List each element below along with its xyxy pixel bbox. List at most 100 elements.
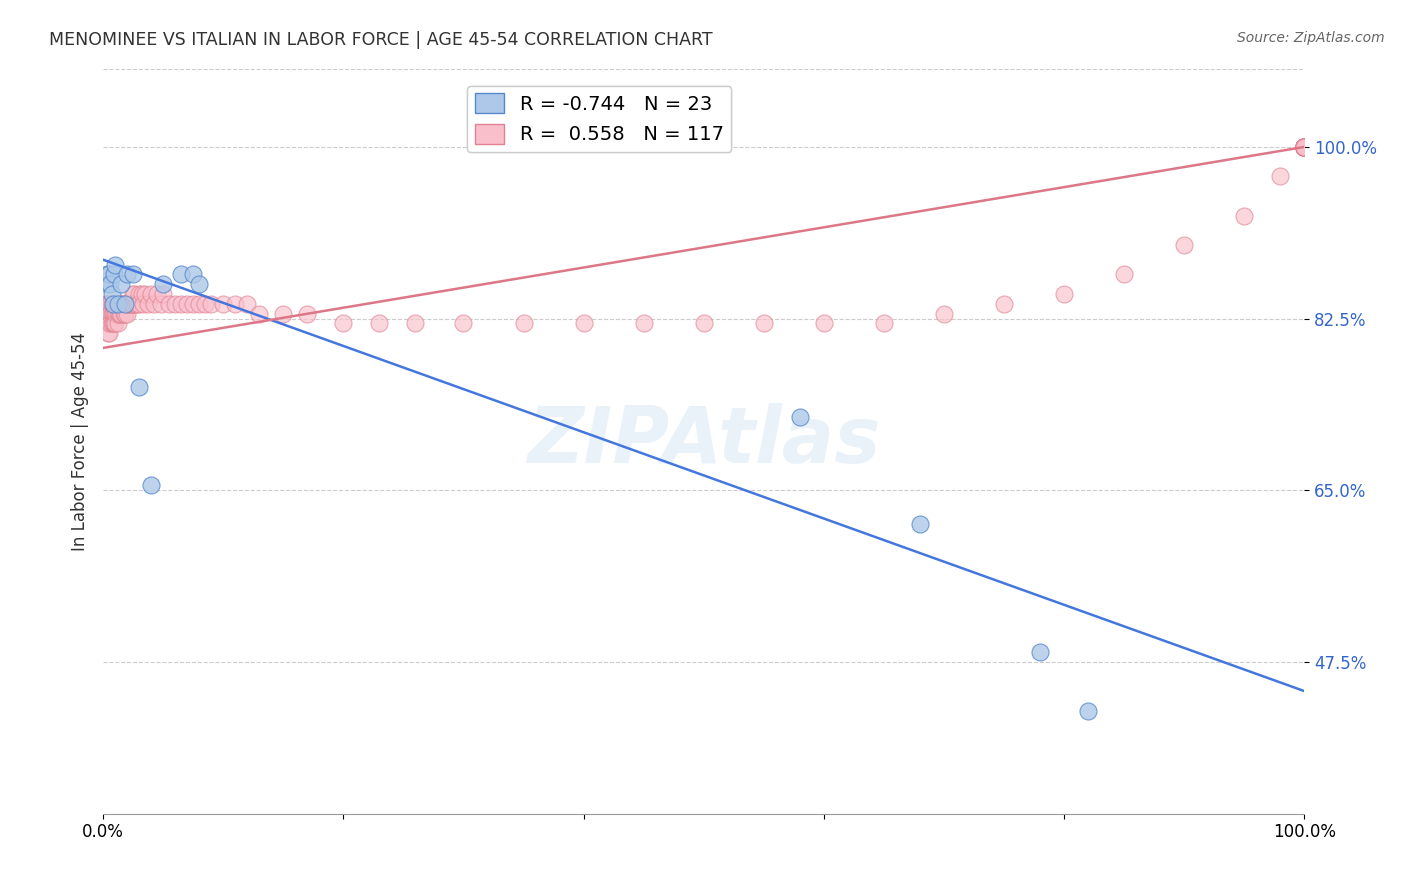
Point <box>114 297 136 311</box>
Point <box>142 297 165 311</box>
Point <box>110 307 132 321</box>
Point <box>98 317 121 331</box>
Point <box>94 307 117 321</box>
Point <box>112 297 135 311</box>
Point <box>97 317 120 331</box>
Point <box>104 307 127 321</box>
Point <box>212 297 235 311</box>
Point <box>96 297 118 311</box>
Point <box>107 297 129 311</box>
Point <box>194 297 217 311</box>
Point <box>932 307 955 321</box>
Point <box>789 409 811 424</box>
Point <box>1294 140 1316 154</box>
Point <box>101 307 124 321</box>
Point <box>181 297 204 311</box>
Point <box>125 297 148 311</box>
Point <box>107 307 129 321</box>
Point <box>170 297 193 311</box>
Point <box>224 297 246 311</box>
Point <box>110 297 132 311</box>
Point <box>141 287 163 301</box>
Point <box>122 297 145 311</box>
Point <box>114 307 136 321</box>
Text: MENOMINEE VS ITALIAN IN LABOR FORCE | AGE 45-54 CORRELATION CHART: MENOMINEE VS ITALIAN IN LABOR FORCE | AG… <box>49 31 713 49</box>
Point <box>332 317 354 331</box>
Point <box>128 287 150 301</box>
Point <box>1294 140 1316 154</box>
Point <box>97 307 120 321</box>
Point <box>453 317 475 331</box>
Point <box>152 277 174 292</box>
Point <box>157 297 180 311</box>
Point <box>1294 140 1316 154</box>
Point <box>101 297 124 311</box>
Point <box>122 268 145 282</box>
Point <box>104 317 127 331</box>
Point <box>105 307 128 321</box>
Point <box>908 517 931 532</box>
Point <box>108 307 131 321</box>
Point <box>176 297 198 311</box>
Point <box>1294 140 1316 154</box>
Point <box>98 277 121 292</box>
Point <box>1294 140 1316 154</box>
Point <box>368 317 391 331</box>
Point <box>103 317 125 331</box>
Point <box>1294 140 1316 154</box>
Point <box>1294 140 1316 154</box>
Point <box>1294 140 1316 154</box>
Point <box>165 297 187 311</box>
Point <box>1173 238 1195 252</box>
Point <box>1294 140 1316 154</box>
Point <box>104 297 127 311</box>
Point <box>1294 140 1316 154</box>
Point <box>149 297 172 311</box>
Point <box>124 287 146 301</box>
Point <box>98 326 121 341</box>
Point <box>97 326 120 341</box>
Point <box>117 297 139 311</box>
Point <box>115 268 138 282</box>
Point <box>101 297 124 311</box>
Point <box>132 297 155 311</box>
Point <box>1233 209 1256 223</box>
Point <box>181 268 204 282</box>
Point <box>107 307 129 321</box>
Point <box>120 297 142 311</box>
Point <box>112 307 135 321</box>
Point <box>993 297 1015 311</box>
Legend: R = -0.744   N = 23, R =  0.558   N = 117: R = -0.744 N = 23, R = 0.558 N = 117 <box>467 86 731 152</box>
Point <box>404 317 426 331</box>
Point <box>236 297 259 311</box>
Point <box>141 478 163 492</box>
Point <box>1294 140 1316 154</box>
Point <box>103 268 125 282</box>
Point <box>107 297 129 311</box>
Point <box>107 297 129 311</box>
Point <box>115 297 138 311</box>
Point <box>146 287 169 301</box>
Point <box>100 317 122 331</box>
Point <box>96 268 118 282</box>
Point <box>572 317 595 331</box>
Point <box>98 307 121 321</box>
Point <box>271 307 294 321</box>
Point <box>1053 287 1076 301</box>
Point <box>128 380 150 394</box>
Point <box>1294 140 1316 154</box>
Point <box>297 307 319 321</box>
Point <box>103 297 125 311</box>
Point <box>100 287 122 301</box>
Point <box>1029 645 1052 659</box>
Point <box>105 297 128 311</box>
Point <box>813 317 835 331</box>
Point <box>152 287 174 301</box>
Point <box>136 297 159 311</box>
Point <box>111 297 134 311</box>
Point <box>692 317 714 331</box>
Point <box>98 317 121 331</box>
Point <box>114 297 136 311</box>
Point <box>100 307 122 321</box>
Point <box>108 297 131 311</box>
